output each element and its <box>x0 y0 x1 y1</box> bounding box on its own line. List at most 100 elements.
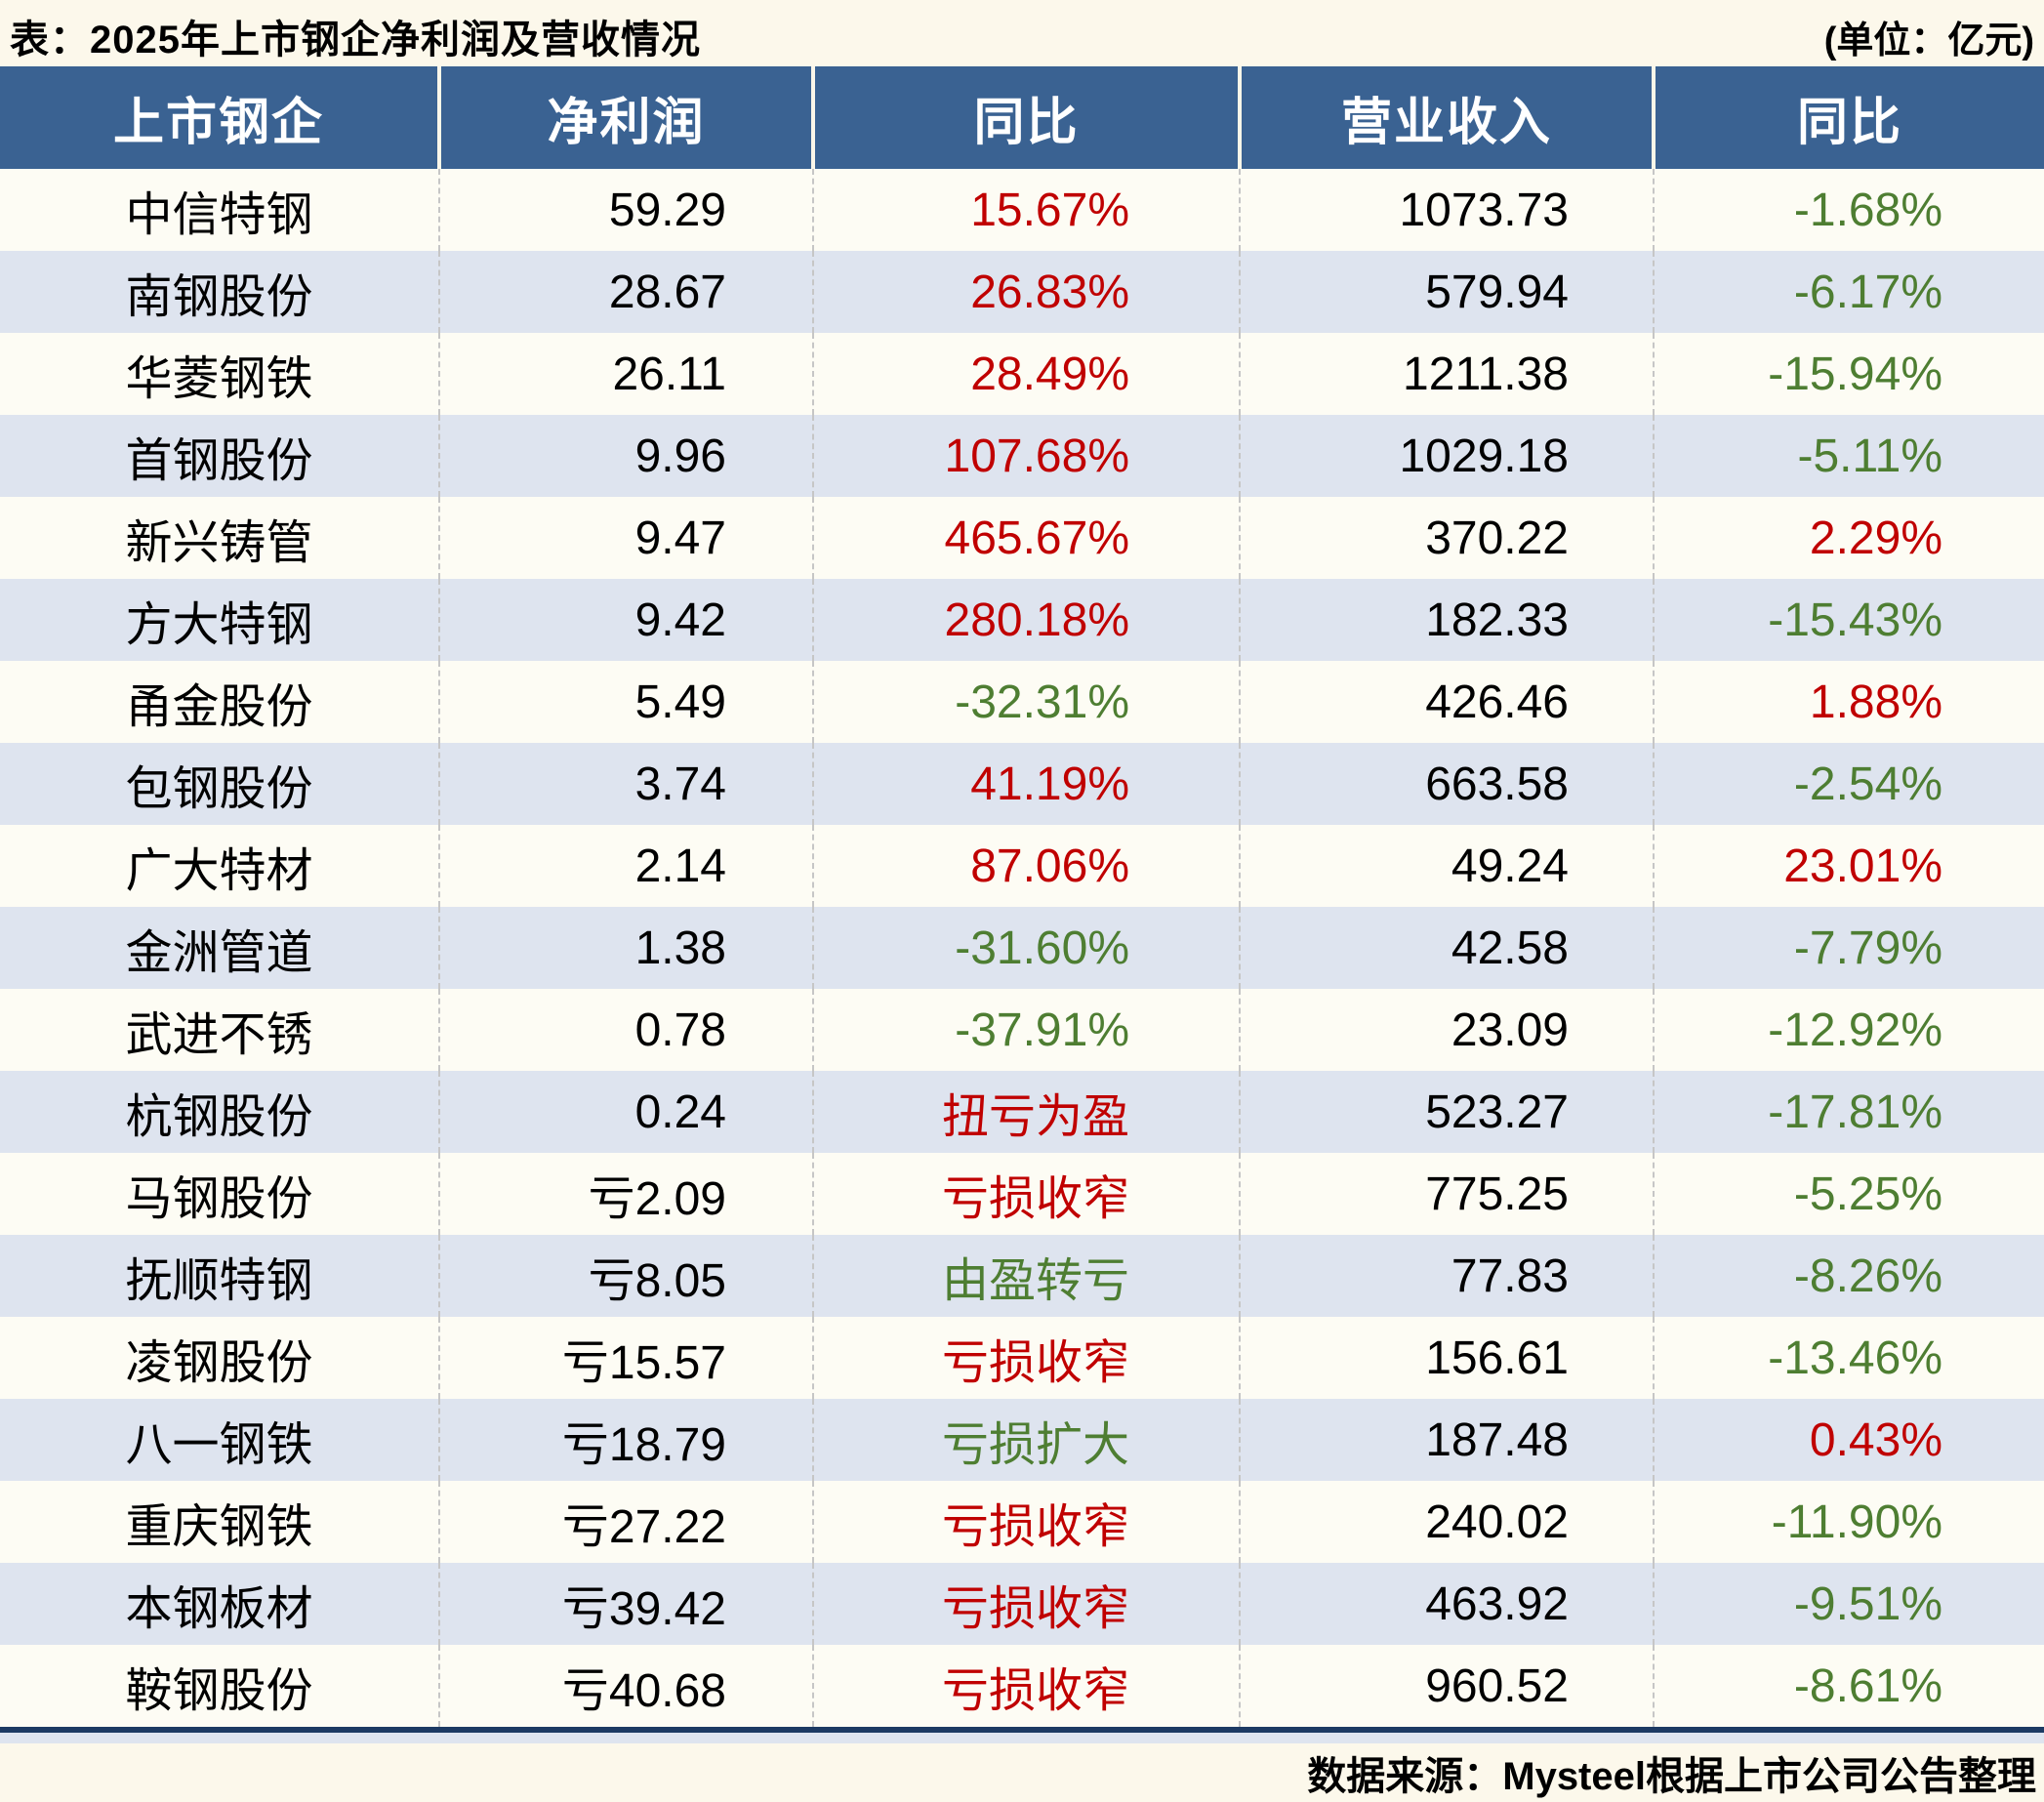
company-cell: 中信特钢 <box>125 189 313 241</box>
revenue-cell: 775.25 <box>1239 1153 1654 1235</box>
revenue-yoy-cell: 1.88% <box>1653 661 2044 743</box>
company-cell: 鞍钢股份 <box>125 1665 313 1717</box>
profit-yoy-cell: 亏损收窄 <box>812 1645 1240 1727</box>
table-row: 鞍钢股份 亏40.68 亏损收窄 960.52 -8.61% <box>0 1645 2044 1727</box>
revenue-cell: 463.92 <box>1239 1563 1654 1645</box>
net-profit-cell: 5.49 <box>438 661 813 743</box>
revenue-yoy-cell: 0.43% <box>1653 1399 2044 1481</box>
company-cell: 金洲管道 <box>125 927 313 979</box>
table-row: 方大特钢 9.42 280.18% 182.33 -15.43% <box>0 579 2044 661</box>
profit-yoy-cell: -37.91% <box>812 989 1240 1071</box>
revenue-cell: 1073.73 <box>1239 169 1654 251</box>
net-profit-cell: 26.11 <box>438 333 813 415</box>
table-row: 凌钢股份 亏15.57 亏损收窄 156.61 -13.46% <box>0 1317 2044 1399</box>
revenue-cell: 240.02 <box>1239 1481 1654 1563</box>
table-row: 包钢股份 3.74 41.19% 663.58 -2.54% <box>0 743 2044 825</box>
title-bar: 表：2025年上市钢企净利润及营收情况 (单位：亿元) <box>0 0 2044 66</box>
table-row: 杭钢股份 0.24 扭亏为盈 523.27 -17.81% <box>0 1071 2044 1153</box>
revenue-yoy-cell: -15.43% <box>1653 579 2044 661</box>
revenue-yoy-cell: -1.68% <box>1653 169 2044 251</box>
revenue-cell: 42.58 <box>1239 907 1654 989</box>
net-profit-cell: 亏40.68 <box>438 1645 813 1727</box>
revenue-yoy-cell: -5.25% <box>1653 1153 2044 1235</box>
table-bottom-strip <box>0 1733 2044 1743</box>
revenue-yoy-cell: 2.29% <box>1653 497 2044 579</box>
header-revenue-yoy: 同比 <box>1652 66 2044 169</box>
net-profit-cell: 亏39.42 <box>438 1563 813 1645</box>
revenue-cell: 579.94 <box>1239 251 1654 333</box>
revenue-cell: 187.48 <box>1239 1399 1654 1481</box>
revenue-yoy-cell: -11.90% <box>1653 1481 2044 1563</box>
profit-yoy-cell: 28.49% <box>812 333 1240 415</box>
revenue-cell: 49.24 <box>1239 825 1654 907</box>
profit-yoy-cell: 亏损收窄 <box>812 1481 1240 1563</box>
company-cell: 马钢股份 <box>125 1173 313 1225</box>
net-profit-cell: 亏27.22 <box>438 1481 813 1563</box>
net-profit-cell: 亏2.09 <box>438 1153 813 1235</box>
profit-yoy-cell: 41.19% <box>812 743 1240 825</box>
revenue-yoy-cell: -12.92% <box>1653 989 2044 1071</box>
table-row: 武进不锈 0.78 -37.91% 23.09 -12.92% <box>0 989 2044 1071</box>
table-row: 金洲管道 1.38 -31.60% 42.58 -7.79% <box>0 907 2044 989</box>
table-row: 广大特材 2.14 87.06% 49.24 23.01% <box>0 825 2044 907</box>
revenue-yoy-cell: -7.79% <box>1653 907 2044 989</box>
table-row: 八一钢铁 亏18.79 亏损扩大 187.48 0.43% <box>0 1399 2044 1481</box>
profit-yoy-cell: 亏损扩大 <box>812 1399 1240 1481</box>
company-cell: 首钢股份 <box>125 435 313 487</box>
revenue-yoy-cell: -2.54% <box>1653 743 2044 825</box>
company-cell: 华菱钢铁 <box>125 353 313 405</box>
steel-companies-table: 上市钢企 净利润 同比 营业收入 同比 中信特钢 59.29 15.67% 1073.… <box>0 66 2044 1727</box>
revenue-cell: 1211.38 <box>1239 333 1654 415</box>
unit-label: (单位：亿元) <box>1823 20 2034 61</box>
net-profit-cell: 0.78 <box>438 989 813 1071</box>
profit-yoy-cell: 亏损收窄 <box>812 1153 1240 1235</box>
table-row: 中信特钢 59.29 15.67% 1073.73 -1.68% <box>0 169 2044 251</box>
profit-yoy-cell: 280.18% <box>812 579 1240 661</box>
profit-yoy-cell: 由盈转亏 <box>812 1235 1240 1317</box>
profit-yoy-cell: 465.67% <box>812 497 1240 579</box>
company-cell: 广大特材 <box>125 845 313 897</box>
revenue-yoy-cell: -6.17% <box>1653 251 2044 333</box>
table-row: 新兴铸管 9.47 465.67% 370.22 2.29% <box>0 497 2044 579</box>
revenue-cell: 426.46 <box>1239 661 1654 743</box>
table-row: 南钢股份 28.67 26.83% 579.94 -6.17% <box>0 251 2044 333</box>
page-title: 表：2025年上市钢企净利润及营收情况 <box>10 19 701 61</box>
net-profit-cell: 28.67 <box>438 251 813 333</box>
table-row: 重庆钢铁 亏27.22 亏损收窄 240.02 -11.90% <box>0 1481 2044 1563</box>
revenue-yoy-cell: -5.11% <box>1653 415 2044 497</box>
header-net-profit: 净利润 <box>437 66 813 169</box>
revenue-cell: 23.09 <box>1239 989 1654 1071</box>
net-profit-cell: 1.38 <box>438 907 813 989</box>
source-note: 数据来源：Mysteel根据上市公司公告整理 <box>1307 1755 2036 1798</box>
revenue-cell: 156.61 <box>1239 1317 1654 1399</box>
revenue-cell: 77.83 <box>1239 1235 1654 1317</box>
revenue-yoy-cell: -8.61% <box>1653 1645 2044 1727</box>
profit-yoy-cell: -31.60% <box>812 907 1240 989</box>
profit-yoy-cell: -32.31% <box>812 661 1240 743</box>
table-row: 本钢板材 亏39.42 亏损收窄 463.92 -9.51% <box>0 1563 2044 1645</box>
revenue-yoy-cell: -8.26% <box>1653 1235 2044 1317</box>
company-cell: 甬金股份 <box>125 681 313 733</box>
company-cell: 新兴铸管 <box>125 517 313 569</box>
profit-yoy-cell: 87.06% <box>812 825 1240 907</box>
revenue-cell: 960.52 <box>1239 1645 1654 1727</box>
company-cell: 凌钢股份 <box>125 1337 313 1389</box>
header-profit-yoy: 同比 <box>811 66 1240 169</box>
company-cell: 南钢股份 <box>125 271 313 323</box>
table-header: 上市钢企 净利润 同比 营业收入 同比 <box>0 66 2044 169</box>
company-cell: 杭钢股份 <box>125 1091 313 1143</box>
table-body: 中信特钢 59.29 15.67% 1073.73 -1.68% 南钢股份 28.67 26.… <box>0 169 2044 1727</box>
net-profit-cell: 9.96 <box>438 415 813 497</box>
net-profit-cell: 0.24 <box>438 1071 813 1153</box>
profit-yoy-cell: 15.67% <box>812 169 1240 251</box>
revenue-cell: 523.27 <box>1239 1071 1654 1153</box>
company-cell: 八一钢铁 <box>125 1419 313 1471</box>
footer-bar: 数据来源：Mysteel根据上市公司公告整理 <box>0 1743 2044 1802</box>
header-revenue: 营业收入 <box>1238 66 1654 169</box>
net-profit-cell: 2.14 <box>438 825 813 907</box>
table-row: 抚顺特钢 亏8.05 由盈转亏 77.83 -8.26% <box>0 1235 2044 1317</box>
table-row: 华菱钢铁 26.11 28.49% 1211.38 -15.94% <box>0 333 2044 415</box>
revenue-yoy-cell: -17.81% <box>1653 1071 2044 1153</box>
net-profit-cell: 3.74 <box>438 743 813 825</box>
company-cell: 方大特钢 <box>125 599 313 651</box>
